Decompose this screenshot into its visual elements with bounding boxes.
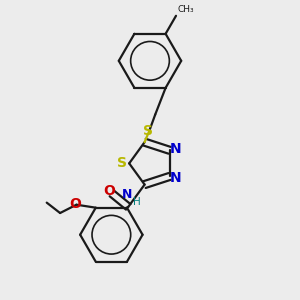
Text: H: H [134, 196, 141, 207]
Text: CH₃: CH₃ [178, 5, 194, 14]
Text: S: S [143, 124, 153, 138]
Text: N: N [170, 142, 182, 156]
Text: N: N [122, 188, 132, 201]
Text: N: N [170, 171, 182, 185]
Text: O: O [103, 184, 115, 198]
Text: S: S [117, 156, 127, 170]
Text: O: O [69, 197, 81, 211]
